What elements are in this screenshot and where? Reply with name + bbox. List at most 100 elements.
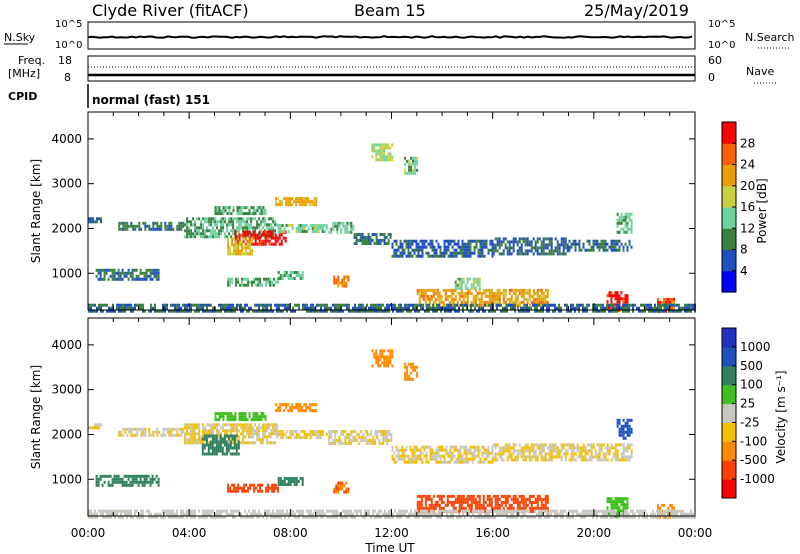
echo-cell [244, 212, 247, 216]
echo-cell [256, 438, 259, 442]
echo-cell [226, 309, 228, 313]
echo-cell [176, 433, 179, 437]
echo-cell [184, 309, 186, 313]
echo-cell [256, 418, 259, 422]
echo-cell [680, 309, 682, 313]
echo-cell [624, 294, 627, 298]
echo-cell [287, 483, 290, 486]
echo-cell [129, 480, 132, 484]
echo-cell [320, 309, 322, 313]
echo-cell [469, 239, 472, 243]
echo-cell [352, 439, 355, 442]
echo-cell [628, 212, 631, 216]
echo-cell [238, 206, 241, 210]
echo-cell [486, 288, 489, 292]
echo-cell [522, 303, 525, 307]
echo-cell [264, 432, 267, 436]
echo-cell [391, 448, 394, 452]
echo-cell [472, 294, 475, 298]
echo-cell [416, 168, 419, 172]
echo-cell [264, 415, 267, 419]
echo-cell [250, 515, 252, 519]
echo-cell [648, 306, 650, 310]
echo-cell [622, 430, 625, 434]
echo-cell [201, 452, 204, 456]
colorbar-swatch [722, 207, 736, 229]
echo-cell [326, 515, 328, 519]
echo-cell [446, 494, 449, 498]
echo-cell [128, 306, 130, 310]
echo-cell [520, 455, 523, 459]
echo-cell [588, 455, 591, 459]
echo-cell [454, 500, 457, 504]
echo-cell [447, 460, 450, 464]
echo-cell [380, 442, 383, 445]
echo-cell [406, 159, 409, 163]
echo-cell [612, 245, 615, 249]
colorbar-tick-label: 28 [740, 136, 755, 150]
echo-cell [465, 454, 468, 458]
echo-cell [313, 230, 316, 233]
echo-cell [610, 458, 613, 462]
echo-cell [626, 424, 629, 428]
echo-cell [622, 497, 625, 501]
echo-cell [137, 474, 140, 478]
echo-cell [492, 443, 495, 447]
echo-cell [308, 515, 310, 519]
echo-cell [276, 423, 279, 427]
echo-cell [409, 251, 412, 255]
echo-cell [536, 300, 539, 304]
echo-cell [372, 512, 374, 516]
echo-cell [303, 436, 306, 439]
echo-cell [358, 309, 360, 313]
echo-cell [618, 221, 621, 225]
echo-cell [283, 433, 286, 436]
echo-cell [428, 294, 431, 298]
echo-cell [138, 221, 141, 225]
echo-cell [467, 448, 470, 452]
echo-cell [270, 223, 273, 227]
echo-cell [479, 242, 482, 246]
echo-cell [451, 251, 454, 255]
echo-cell [534, 246, 537, 250]
echo-cell [348, 442, 351, 445]
echo-cell [374, 515, 376, 519]
echo-cell [474, 303, 477, 307]
echo-cell [556, 306, 558, 310]
echo-cell [166, 306, 168, 310]
echo-cell [414, 365, 417, 369]
echo-cell [616, 515, 619, 519]
echo-cell [240, 233, 243, 237]
echo-cell [157, 277, 160, 281]
echo-cell [236, 220, 239, 224]
echo-cell [293, 430, 296, 433]
echo-cell [238, 438, 241, 442]
echo-cell [580, 446, 583, 450]
echo-cell [228, 429, 231, 433]
echo-cell [260, 229, 263, 233]
echo-cell [268, 426, 271, 430]
echo-cell [154, 227, 157, 231]
echo-cell [202, 226, 205, 230]
echo-cell [190, 229, 193, 233]
echo-cell [239, 249, 242, 253]
echo-cell [544, 294, 547, 298]
echo-cell [510, 458, 513, 462]
echo-cell [402, 306, 404, 310]
echo-cell [206, 303, 208, 307]
echo-cell [386, 512, 388, 516]
echo-cell [508, 494, 511, 498]
echo-cell [436, 503, 439, 507]
echo-cell [498, 446, 501, 450]
echo-cell [454, 497, 457, 501]
echo-cell [150, 433, 153, 437]
echo-cell [424, 309, 426, 313]
echo-cell [213, 434, 216, 438]
echo-cell [121, 480, 124, 484]
echo-cell [576, 306, 578, 310]
echo-cell [536, 252, 539, 256]
echo-cell [147, 480, 150, 484]
echo-cell [153, 268, 156, 272]
echo-cell [496, 443, 499, 447]
echo-cell [536, 306, 538, 310]
